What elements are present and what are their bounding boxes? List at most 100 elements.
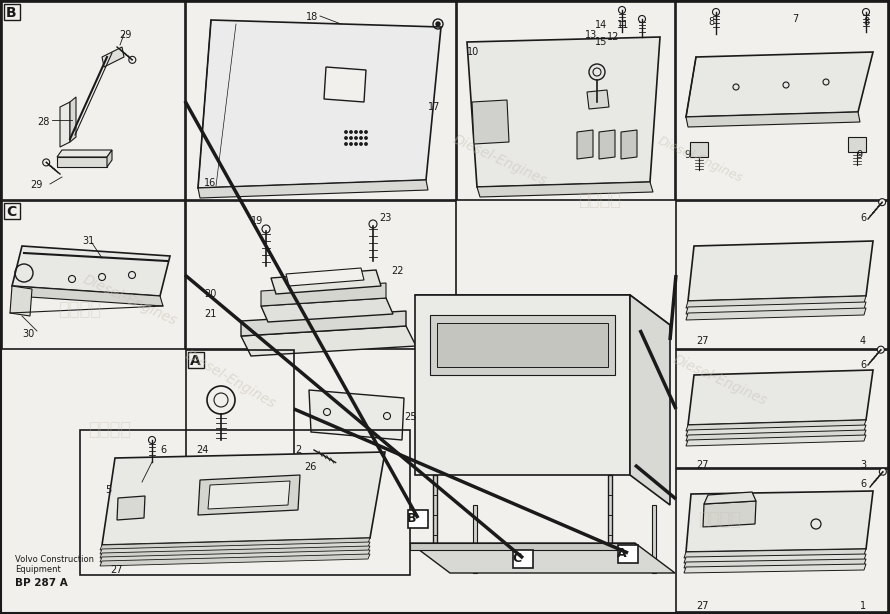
Circle shape [355,143,357,145]
Polygon shape [686,430,866,441]
Polygon shape [686,52,873,117]
Bar [80,430,410,575]
Bar [676,469,888,612]
Polygon shape [415,295,670,325]
Polygon shape [652,505,656,573]
Polygon shape [477,182,653,197]
Polygon shape [12,286,163,306]
Circle shape [360,137,362,139]
Text: Equipment: Equipment [15,565,61,574]
Text: 6: 6 [860,360,866,370]
Text: 24: 24 [196,445,208,455]
Polygon shape [241,311,406,336]
Bar [2,2,185,200]
Bar [188,352,204,368]
Text: 2: 2 [295,445,301,455]
Bar [618,545,638,563]
Text: 5: 5 [105,485,111,495]
Polygon shape [686,112,860,127]
Polygon shape [686,302,866,314]
Polygon shape [630,295,670,505]
Polygon shape [100,546,370,558]
Text: Diesel-Engines: Diesel-Engines [655,134,745,185]
Text: 28: 28 [37,117,49,127]
Text: 31: 31 [82,236,94,246]
Polygon shape [271,270,381,294]
Text: 1: 1 [860,601,866,611]
Text: 16: 16 [204,178,216,188]
Text: Diesel-Engines: Diesel-Engines [671,352,769,408]
Text: 8: 8 [863,17,870,27]
Text: 12: 12 [607,32,619,42]
Text: 21: 21 [204,309,216,319]
Polygon shape [686,420,866,431]
Polygon shape [286,268,364,286]
Polygon shape [100,554,370,566]
Text: Diesel-Engines: Diesel-Engines [81,272,179,328]
Bar [2,201,185,349]
Circle shape [344,131,347,133]
Circle shape [129,56,136,63]
Bar [4,203,20,219]
Circle shape [862,9,870,15]
Polygon shape [102,452,385,545]
Text: 众发动力: 众发动力 [578,191,621,209]
Text: 10: 10 [467,47,479,57]
Polygon shape [60,102,70,147]
Polygon shape [599,130,615,159]
Polygon shape [198,20,441,188]
Text: 13: 13 [585,30,597,40]
Polygon shape [107,150,112,167]
Text: 6: 6 [860,479,866,489]
Polygon shape [608,475,612,545]
Polygon shape [241,326,416,356]
Text: 3: 3 [860,460,866,470]
Polygon shape [704,492,756,504]
Circle shape [638,15,645,23]
Polygon shape [577,130,593,159]
Circle shape [43,159,50,166]
Text: C: C [6,205,16,219]
Text: 6: 6 [160,445,166,455]
Circle shape [149,437,156,443]
Text: 25: 25 [404,412,417,422]
Bar [186,201,456,349]
Text: 23: 23 [379,213,392,223]
Bar [186,350,294,468]
Polygon shape [410,543,675,573]
Text: 27: 27 [696,601,708,611]
Circle shape [878,199,886,206]
Text: 14: 14 [595,20,607,30]
Text: 8: 8 [708,17,714,27]
Polygon shape [261,283,386,306]
Polygon shape [472,100,509,144]
Circle shape [436,22,440,26]
Text: BP 287 A: BP 287 A [15,578,68,588]
Bar [4,4,20,20]
Circle shape [365,137,368,139]
Circle shape [879,468,886,475]
Polygon shape [309,390,404,440]
Circle shape [350,137,352,139]
Text: 27: 27 [696,336,708,346]
Polygon shape [621,130,637,159]
Polygon shape [100,542,370,554]
Circle shape [350,131,352,133]
Polygon shape [684,549,866,558]
Polygon shape [433,475,437,545]
Text: 6: 6 [860,213,866,223]
Polygon shape [684,564,866,573]
Bar [408,510,428,528]
Circle shape [360,131,362,133]
Text: 26: 26 [304,462,316,472]
Bar [186,2,456,200]
Text: Diesel-Engines: Diesel-Engines [182,348,278,411]
Text: 29: 29 [30,180,43,190]
Text: 18: 18 [306,12,319,22]
Polygon shape [415,295,630,475]
Polygon shape [684,554,866,563]
Text: Volvo Construction: Volvo Construction [15,555,94,564]
Polygon shape [102,47,124,67]
Text: Diesel-Engines: Diesel-Engines [450,132,549,188]
Polygon shape [684,559,866,568]
